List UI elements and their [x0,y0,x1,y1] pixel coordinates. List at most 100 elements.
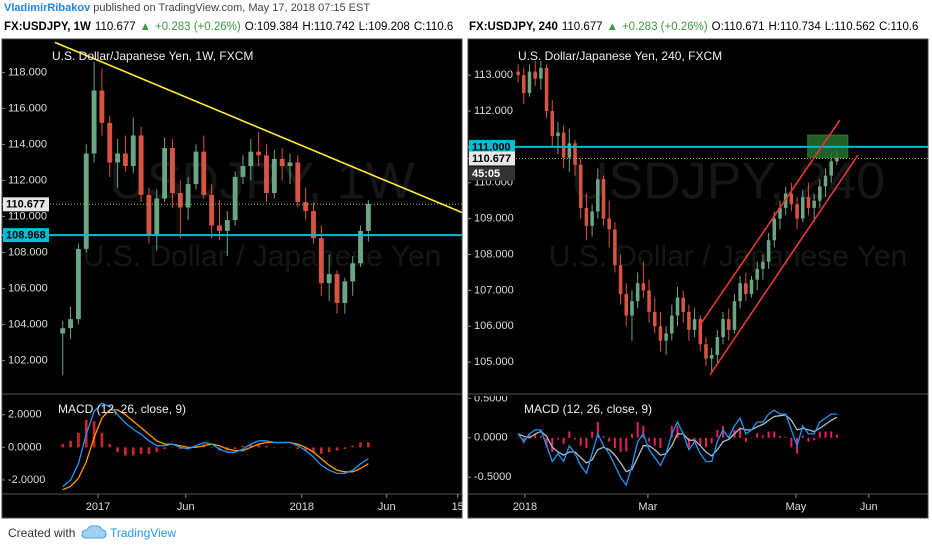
candle-body [658,326,663,341]
candle-body [800,197,805,219]
x-tick-label: 2018 [290,501,314,513]
macd-histogram-bar [366,442,370,448]
macd-histogram-bar [359,442,362,448]
macd-histogram-bar [92,421,96,448]
candle-body [533,71,537,79]
x-tick-label: 15 [452,501,464,513]
candle-body [539,67,543,79]
candle-body [68,319,73,329]
panel-background [467,38,929,519]
macd-histogram-bar [139,447,143,454]
candle-body [162,148,168,199]
candle-body [607,218,611,230]
symbol-row: FX:USDJPY, 240 110.677 ▲ +0.283 (+0.26%) O:1… [469,21,929,37]
macd-histogram-bar [773,431,776,438]
macd-histogram-bar [687,437,690,448]
ohlc-value: L:110.562 [824,21,876,33]
candle-body [522,75,526,94]
macd-histogram-bar [716,429,719,438]
macd-histogram-bar [280,447,284,448]
candle-body [749,279,754,294]
candle-body [303,202,309,212]
footer-brand: TradingView [110,526,176,540]
candle-body [766,240,771,262]
y-tick-label: 110.000 [8,210,47,222]
price-label: 111.000 [472,141,511,153]
macd-histogram-bar [108,444,112,448]
macd-histogram-bar [163,447,166,449]
author[interactable]: VladimirRibakov [4,2,91,14]
candle-body [647,290,651,312]
candle-body [279,158,285,167]
macd-histogram-bar [722,425,725,438]
macd-histogram-bar [653,437,656,446]
candle-body [550,111,555,137]
macd-histogram-bar [699,437,702,446]
candle-body [687,311,691,330]
macd-histogram-bar [562,437,565,445]
footer-created: Created with [8,526,75,540]
y-tick-label: 106.000 [474,320,514,332]
macd-histogram-bar [517,437,520,439]
candle-body [240,166,246,177]
macd-histogram-bar [670,425,673,438]
macd-histogram-bar [608,437,611,442]
macd-histogram-bar [100,432,104,448]
candle-body [573,143,577,165]
candle-body [789,193,794,205]
watermark: U.S. Dollar / Japanese Yen [83,240,442,273]
macd-histogram-bar [319,447,323,454]
macd-histogram-bar [835,434,838,438]
change-arrow: ▲ [606,21,618,33]
y-tick-label: 2.0000 [8,409,42,421]
macd-histogram-bar [335,447,339,451]
macd-histogram-bar [579,437,582,446]
candle-body [365,203,371,231]
candle-body [635,283,640,302]
candle-body [561,132,566,158]
macd-histogram-bar [77,432,80,448]
candle-body [154,198,160,235]
macd-histogram-bar [693,437,696,440]
macd-histogram-bar [131,447,135,456]
candle-body [823,175,828,187]
macd-histogram-bar [327,447,331,453]
candle-body [726,319,731,330]
candle-body [342,281,348,303]
macd-histogram-bar [210,447,213,448]
candle-body [287,162,293,167]
candle-body [596,179,600,212]
main-pane: USDJPY, 1W U.S. Dollar / Japanese Yen 102.… [2,41,462,375]
candle-body [738,283,742,302]
macd-histogram-bar [61,444,65,448]
x-tick-label: Mar [638,501,657,513]
macd-histogram-bar [522,437,525,444]
candle-body [264,155,269,194]
ohlc-value: O:110.671 [711,21,765,33]
candle-body [91,90,97,154]
macd-histogram-bar [619,437,622,452]
candle-body [122,153,128,167]
x-tick-label: May [786,501,807,513]
macd-histogram-bar [249,444,253,448]
macd-histogram-bar [574,437,577,440]
watermark: USDJPY, 1W [109,153,414,211]
y-tick-label: 112.000 [8,174,47,186]
macd-histogram-bar [630,433,633,438]
trend-line [709,154,859,376]
y-tick-label: 108.000 [8,246,48,258]
y-tick-label: -0.5000 [474,471,511,483]
candle-body [721,319,725,338]
candle-body [795,204,799,219]
y-tick-label: 0.0000 [8,441,42,453]
macd-histogram-bar [824,431,827,438]
x-tick-label: 2018 [513,501,537,513]
macd-histogram-bar [704,437,707,448]
candle-body [641,283,646,291]
macd-histogram-bar [233,447,237,449]
candle-body [709,354,714,359]
macd-histogram-bar [257,444,261,448]
candle-body [630,301,634,316]
symbol: FX:USDJPY, 1W [4,21,91,33]
